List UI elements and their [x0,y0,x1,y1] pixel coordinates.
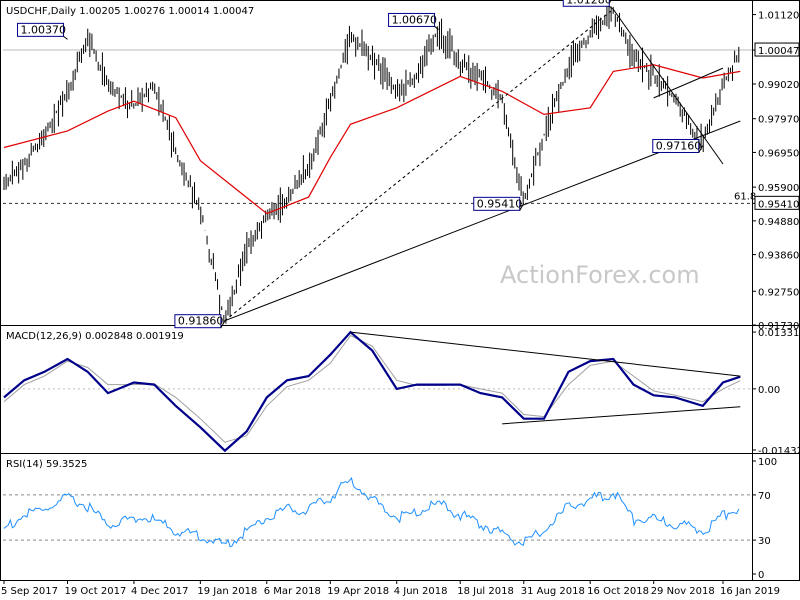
callout-leader [698,145,704,153]
callout-label: 1.00370 [21,23,67,36]
macd-trendline [502,406,741,425]
macd-y-tick-label: -0.014323 [758,446,800,457]
rsi-y-tick-label: 100 [758,457,777,468]
price-y-tick-label: 0.96950 [758,148,799,159]
watermark: ActionForex.com [500,261,700,289]
callout-box [652,138,700,153]
price-y-tick-label: 0.93860 [758,251,799,262]
callout-box [473,196,521,211]
price-y-tick-label: 1.01120 [758,11,799,22]
callout-label: 1.00670 [392,13,438,26]
price-y-tick-label: 0.95410 [758,199,799,210]
moving-average-line [3,64,741,215]
rsi-y-tick-label: 30 [758,536,771,547]
callout-box [17,22,65,37]
price-y-tick-label: 0.92750 [758,287,799,298]
macd-y-tick-label: 0.00 [758,385,780,396]
macd-line [3,330,741,453]
callout-label: 0.95410 [477,197,523,210]
macd-trendline [350,331,741,377]
rsi-panel-title: RSI(14) 59.3525 [6,459,87,470]
price-y-tick-label: 0.97970 [758,115,799,126]
price-trendline [653,67,724,99]
macd-panel-title: MACD(12,26,9) 0.002848 0.001919 [6,331,184,342]
x-tick-label: 19 Apr 2018 [327,586,389,597]
callout-label: 1.01280 [566,0,612,6]
macd-panel: MACD(12,26,9) 0.002848 0.001919 0.013319… [3,328,800,457]
price-y-tick-label: 1.00047 [758,46,799,57]
x-tick-label: 6 Mar 2018 [264,586,321,597]
x-tick-label: 4 Dec 2017 [131,586,189,597]
rsi-line [3,477,740,548]
price-y-tick-label: 0.91730 [758,321,799,332]
price-y-tick-label: 0.99020 [758,80,799,91]
price-trendline [224,120,741,322]
callout-leader [608,5,614,10]
x-tick-label: 16 Jan 2019 [720,586,780,597]
price-y-tick-label: 0.95900 [758,183,799,194]
price-trendline [224,8,614,322]
callout-leader [519,203,525,211]
price-panel-title: USDCHF,Daily 1.00205 1.00276 1.00014 1.0… [6,6,254,17]
fib-level-label: 61.8 [734,191,756,202]
callout-leader [220,320,226,328]
callout-label: 0.97160 [656,139,702,152]
price-trendline [612,8,724,165]
callout-box [174,314,222,329]
rsi-y-tick-label: 0 [758,570,764,581]
x-tick-label: 16 Oct 2018 [587,586,649,597]
macd-y-tick-label: 0.013319 [758,328,800,339]
x-tick-label: 19 Oct 2017 [65,586,127,597]
x-tick-label: 4 Jun 2018 [394,586,448,597]
callout-box [388,12,436,27]
price-label-box [754,195,800,210]
price-panel: USDCHF,Daily 1.00205 1.00276 1.00014 1.0… [3,0,800,332]
x-tick-label: 29 Nov 2018 [651,586,715,597]
rsi-panel: RSI(14) 59.3525 100 70 30 0 [3,457,777,581]
price-y-tick-label: 0.94880 [758,217,799,228]
x-tick-label: 18 Jul 2018 [457,586,514,597]
callout-box [562,0,610,7]
callout-label: 0.91860 [178,315,224,328]
x-axis: 5 Sep 2017 19 Oct 2017 4 Dec 2017 19 Jan 20… [1,580,780,597]
x-tick-label: 31 Aug 2018 [521,586,585,597]
callout-leader [434,26,439,30]
x-tick-label: 5 Sep 2017 [1,586,58,597]
x-tick-label: 19 Jan 2018 [197,586,257,597]
rsi-y-tick-label: 70 [758,491,771,502]
price-label-box [754,42,800,57]
callout-leader [63,35,68,40]
